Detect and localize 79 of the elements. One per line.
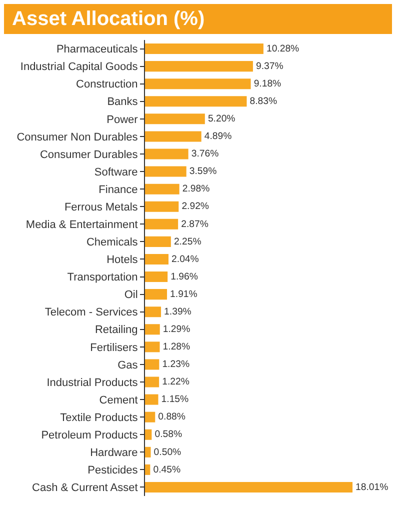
bar (145, 272, 168, 282)
y-tick-label: Construction (76, 78, 138, 91)
y-tick-label: Industrial Products (46, 376, 138, 389)
data-label: 9.37% (256, 60, 284, 72)
data-label: 18.01% (356, 482, 389, 493)
data-label: 2.25% (174, 236, 202, 248)
y-tick-label: Consumer Non Durables (16, 131, 138, 144)
chart-title: Asset Allocation (%) (4, 4, 392, 34)
data-label: 1.28% (162, 342, 191, 353)
data-label: 0.50% (154, 446, 182, 458)
bar (145, 44, 264, 54)
y-tick-label: Fertilisers (90, 342, 138, 354)
y-tick-label: Hotels (106, 254, 138, 266)
data-label: 2.98% (182, 184, 210, 195)
bar (145, 131, 202, 142)
data-label: 1.39% (164, 306, 192, 318)
bar (145, 412, 156, 422)
y-tick-label: Power (106, 114, 138, 126)
bar (145, 61, 253, 72)
data-label: 2.87% (181, 218, 209, 230)
data-label: 1.23% (162, 359, 190, 370)
y-tick-label: Gas (118, 359, 138, 372)
bar (145, 394, 158, 405)
y-tick-label: Textile Products (60, 412, 138, 424)
bar (145, 306, 162, 318)
y-tick-label: Ferrous Metals (64, 201, 138, 214)
bar (145, 359, 160, 370)
bar (145, 184, 180, 194)
data-label: 3.76% (191, 148, 220, 160)
data-label: 2.04% (172, 254, 200, 265)
data-label: 2.92% (182, 201, 210, 212)
data-label: 1.22% (162, 376, 190, 388)
y-tick-label: Consumer Durables (40, 148, 138, 161)
bar (145, 446, 151, 458)
data-label: 10.28% (266, 43, 300, 54)
y-tick-label: Telecom - Services (44, 306, 138, 319)
y-tick-label: Pharmaceuticals (56, 44, 138, 56)
bar (145, 464, 150, 475)
y-tick-label: Transportation (67, 272, 138, 284)
data-label: 1.15% (161, 394, 190, 406)
bar (145, 324, 160, 335)
data-label: 4.89% (204, 131, 232, 142)
y-tick-label: Oil (124, 289, 138, 302)
bar (145, 236, 171, 247)
bar (145, 342, 160, 352)
bar (145, 201, 179, 212)
bar (145, 78, 251, 90)
y-tick-label: Chemicals (86, 236, 138, 249)
y-tick-label: Cash & Current Asset (32, 482, 138, 494)
data-label: 1.91% (170, 288, 198, 300)
bar (145, 254, 168, 264)
y-tick-label: Pesticides (88, 464, 138, 477)
y-tick-label: Industrial Capital Goods (20, 61, 138, 74)
data-label: 9.18% (254, 78, 282, 90)
y-tick-label: Finance (98, 184, 138, 196)
y-tick-label: Media & Entertainment (26, 219, 138, 231)
bar (145, 429, 152, 440)
data-label: 8.83% (250, 96, 278, 108)
data-label: 3.59% (189, 166, 218, 178)
y-tick-label: Software (94, 166, 138, 178)
bar (145, 218, 178, 230)
bar (145, 96, 247, 107)
data-label: 1.29% (162, 324, 191, 336)
bar (145, 114, 205, 124)
y-tick-label: Cement (99, 394, 138, 406)
data-label: 5.20% (208, 114, 236, 125)
data-label: 0.45% (153, 464, 181, 476)
data-label: 0.58% (154, 429, 182, 440)
bar (145, 166, 186, 177)
y-tick-label: Banks (107, 96, 138, 108)
y-tick-label: Petroleum Products (41, 429, 138, 442)
bar (145, 148, 188, 160)
data-label: 1.96% (170, 271, 198, 282)
y-tick-label: Hardware (90, 447, 138, 459)
bar (145, 289, 168, 300)
data-label: 0.88% (158, 412, 186, 423)
bar (145, 482, 352, 492)
y-tick-label: Retailing (94, 324, 138, 336)
bar (145, 376, 160, 388)
